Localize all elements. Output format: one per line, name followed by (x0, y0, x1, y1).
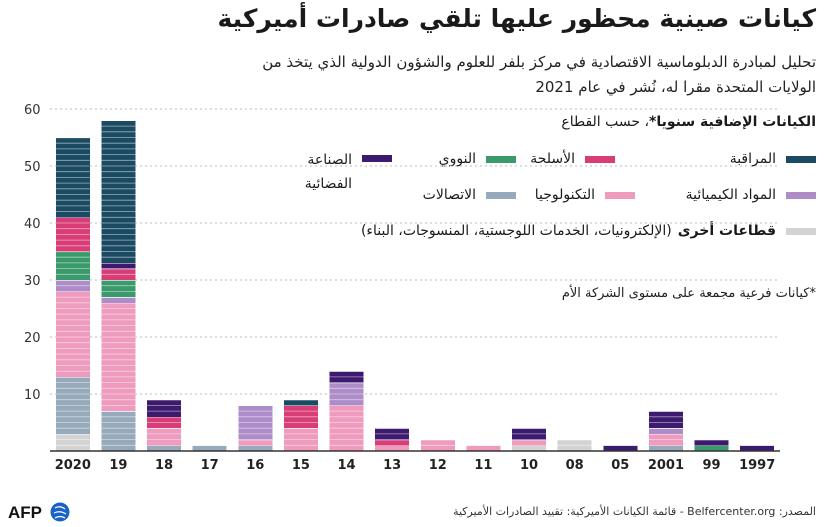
legend-swatch (605, 191, 635, 199)
legend-heading: الكيانات الإضافية سنويا*، حسب القطاع (561, 114, 816, 130)
legend-swatch (486, 155, 516, 163)
afp-logo: AFP (8, 502, 70, 522)
bar-segment (238, 439, 273, 446)
bar-segment (375, 439, 410, 446)
x-tick-label: 17 (201, 458, 219, 473)
bar-segment (283, 399, 318, 406)
x-tick-label: 11 (474, 458, 492, 473)
legend-label: الصناعة الفضائية (304, 152, 352, 192)
legend-item-space: الصناعة الفضائية (282, 148, 392, 192)
legend-heading-bold: الكيانات الإضافية سنويا* (649, 114, 816, 130)
chart-title: كيانات صينية محظور عليها تلقي صادرات أمي… (217, 4, 816, 33)
bar-segment (55, 251, 90, 280)
legend-label: المراقبة (729, 151, 776, 167)
bar-segment (101, 297, 136, 303)
bar-segment (238, 445, 273, 451)
footnote: *كيانات فرعية مجمعة على مستوى الشركة الأ… (561, 286, 816, 301)
x-tick-label: 16 (246, 458, 264, 473)
x-tick-label: 14 (338, 458, 356, 473)
bar-segment (740, 445, 775, 451)
legend-swatch (786, 155, 816, 163)
legend-other-rest: (الإلكترونيات، الخدمات اللوجستية، المنسو… (360, 223, 672, 239)
bar-segment (603, 445, 638, 451)
legend-heading-rest: ، حسب القطاع (561, 114, 650, 130)
bar-segment (648, 428, 683, 434)
bar-segment (55, 291, 90, 377)
legend-item-weapons: الأسلحة (530, 148, 615, 170)
bar-segment (147, 399, 182, 417)
legend-swatch (786, 227, 816, 235)
legend-label: الأسلحة (530, 151, 575, 167)
x-tick-label: 12 (429, 458, 447, 473)
source-note: المصدر: Belfercenter.org - قائمة الكيانا… (453, 505, 816, 518)
legend-item-telecom: الاتصالات (423, 184, 516, 206)
bar-segment (694, 439, 729, 446)
legend-item-chemical: المواد الكيميائية (686, 184, 816, 206)
legend-swatch (585, 155, 615, 163)
bar-segment (101, 302, 136, 412)
bar-segment (694, 445, 729, 451)
x-tick-label: 99 (703, 458, 721, 473)
bar-segment (147, 445, 182, 451)
bar-segment (101, 262, 136, 269)
bar-segment (147, 428, 182, 446)
bar-segment (101, 120, 136, 263)
x-tick-label: 05 (611, 458, 629, 473)
legend-other-bold: قطاعات أخرى (677, 223, 776, 239)
legend-label: المواد الكيميائية (685, 187, 776, 203)
legend-label: التكنولوجيا (534, 187, 595, 203)
y-tick-label: 50 (24, 160, 41, 175)
x-tick-label: 19 (109, 458, 127, 473)
bar-segment (101, 411, 136, 451)
svg-text:AFP: AFP (8, 503, 42, 522)
bar-segment (512, 445, 547, 451)
legend-swatch (486, 191, 516, 199)
bar-segment (648, 445, 683, 451)
y-tick-label: 10 (24, 388, 41, 403)
legend-swatch (362, 155, 392, 162)
x-tick-label: 08 (566, 458, 584, 473)
legend-item-other: قطاعات أخرى (الإلكترونيات، الخدمات اللوج… (361, 220, 816, 242)
bar-segment (55, 433, 90, 451)
x-tick-label: 2020 (55, 458, 91, 473)
y-tick-label: 20 (24, 331, 41, 346)
x-tick-label: 15 (292, 458, 310, 473)
legend-label: الاتصالات (422, 187, 476, 203)
bar-segment (466, 445, 501, 451)
x-tick-label: 18 (155, 458, 173, 473)
legend-label: النووي (438, 151, 476, 167)
x-tick-label: 10 (520, 458, 538, 473)
bar-segment (648, 411, 683, 429)
y-tick-label: 30 (24, 274, 41, 289)
chart-subtitle: تحليل لمبادرة الدبلوماسية الاقتصادية في … (262, 53, 816, 96)
legend-item-technology: التكنولوجيا (535, 184, 635, 206)
x-tick-label: 2001 (648, 458, 684, 473)
bar-segment (192, 445, 227, 451)
legend-swatch (786, 191, 816, 199)
bar-segment (101, 280, 136, 298)
bar-segment (375, 445, 410, 451)
legend-item-nuclear: النووي (439, 148, 516, 170)
x-tick-label: 13 (383, 458, 401, 473)
x-tick-label: 1997 (739, 458, 775, 473)
legend-item-surveillance: المراقبة (730, 148, 816, 170)
y-tick-label: 60 (24, 103, 41, 118)
y-tick-label: 40 (24, 217, 41, 232)
bar-segment (512, 439, 547, 446)
